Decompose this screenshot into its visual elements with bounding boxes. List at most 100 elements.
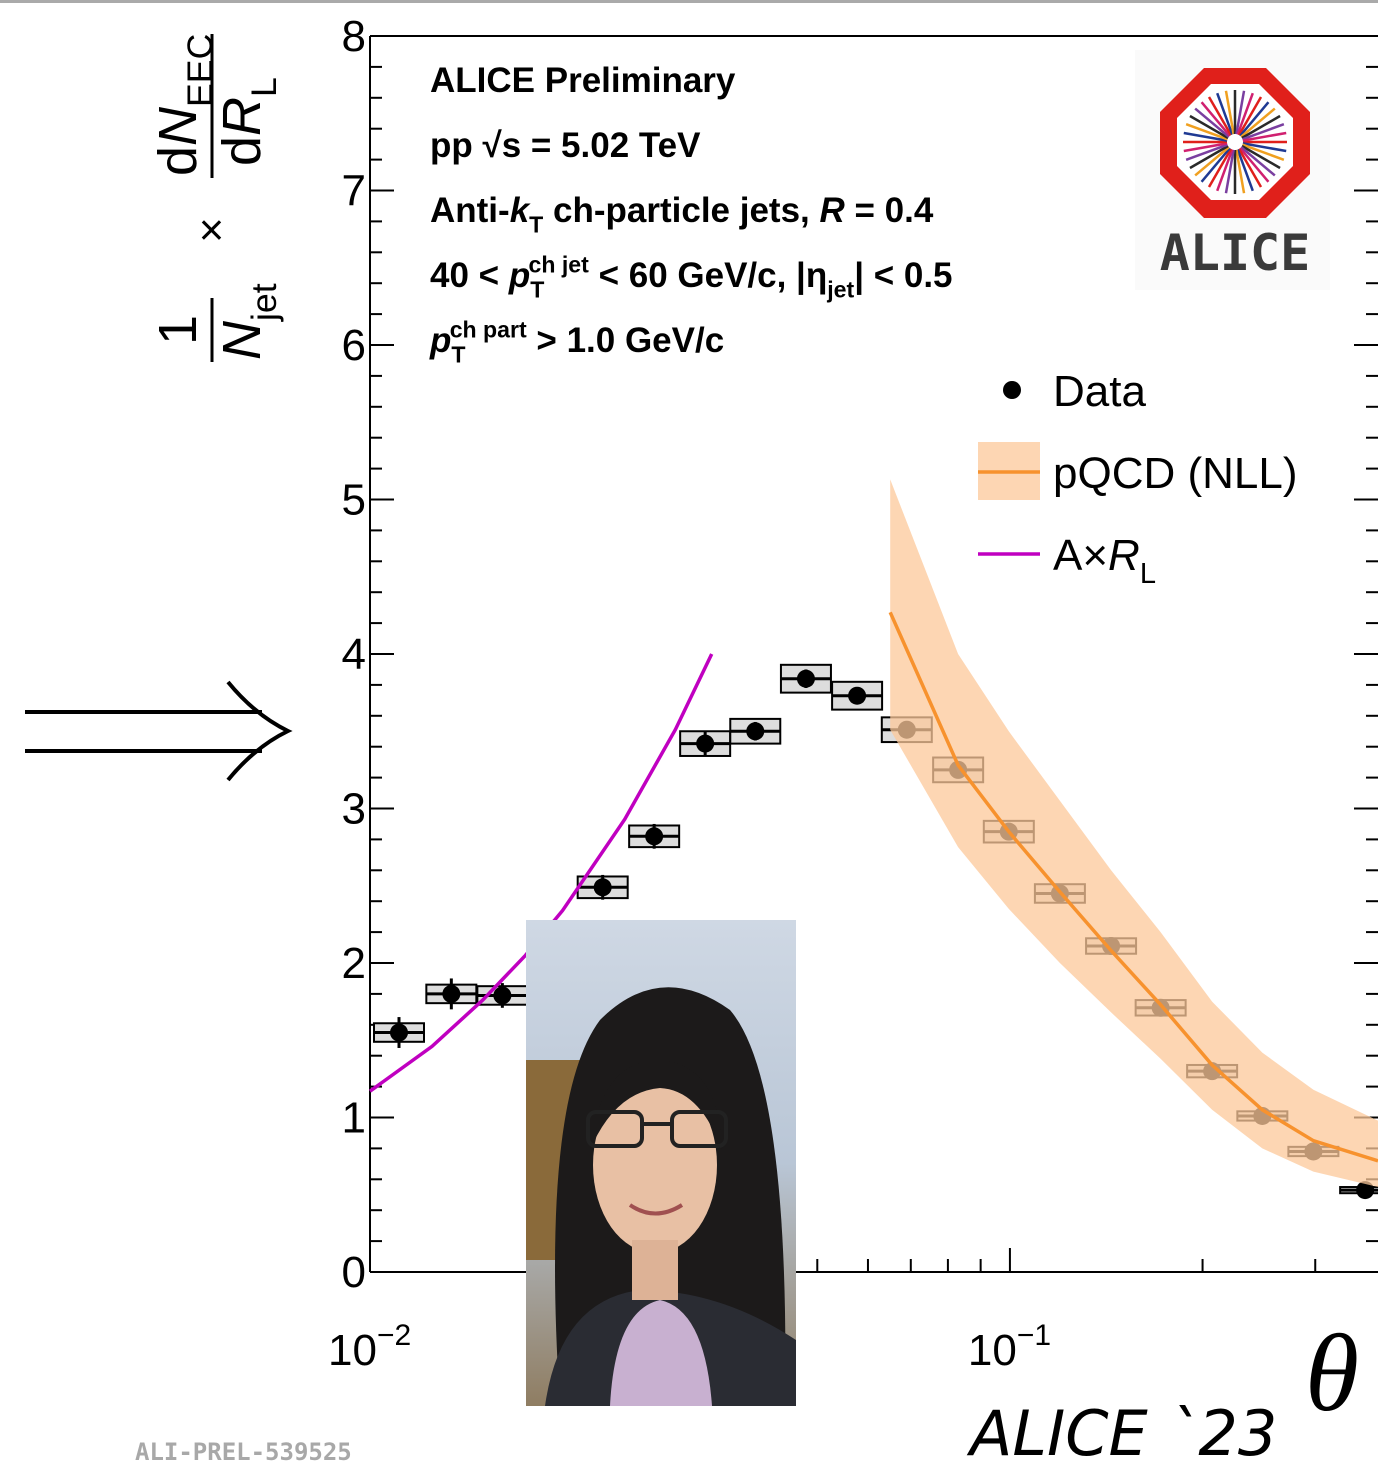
y-tick-label: 6 [342, 321, 366, 370]
top-rule [0, 0, 1378, 3]
data-point [848, 686, 867, 705]
logo-ray [1240, 146, 1276, 177]
data-point [796, 669, 815, 688]
logo-ray [1242, 131, 1287, 142]
logo-ray [1224, 149, 1235, 194]
text-part: R [1108, 531, 1140, 580]
text-part: L [1140, 558, 1156, 590]
logo-ray [1200, 147, 1231, 183]
annotation: pp √s = 5.02 TeV [430, 126, 701, 165]
logo-ray [1240, 107, 1276, 138]
data-point [593, 878, 612, 897]
y-tick-label: 7 [342, 167, 366, 216]
legend-label: Data [1053, 367, 1146, 416]
x-tick-base: 10 [328, 1326, 377, 1375]
annotation: Anti-kT ch-particle jets, R = 0.4 [430, 191, 934, 238]
logo-ray [1241, 114, 1281, 140]
x-axis-label: θ [1305, 1312, 1359, 1434]
annotation: pTch part > 1.0 GeV/c [429, 316, 724, 367]
text-part: jet [244, 283, 284, 322]
y-tick-label: 2 [342, 939, 366, 988]
y-tick-label: 1 [342, 1094, 366, 1143]
logo-ray [1185, 123, 1228, 141]
y-tick-label: 3 [342, 785, 366, 834]
text-part: T [530, 277, 544, 303]
logo-ray [1237, 148, 1263, 188]
annotation: ALICE Preliminary [430, 61, 736, 100]
alice-logo: ALICE [1135, 50, 1330, 290]
text-part: ch part [450, 316, 527, 342]
logo-ray [1189, 144, 1229, 170]
photo-fringe [590, 1060, 722, 1150]
text-part: L [244, 77, 284, 97]
uncertainty-band [890, 479, 1378, 1187]
legend-label: pQCD (NLL) [1053, 449, 1298, 498]
footer-label: ALICE `23 [966, 1397, 1277, 1464]
photo-face [593, 1077, 717, 1253]
text-part: A× [1053, 531, 1108, 580]
logo-ray [1237, 96, 1263, 136]
text-part: jet [826, 277, 854, 303]
text-part: ch-particle jets, [543, 191, 819, 230]
implies-arrow [25, 680, 293, 782]
text-part: > 1.0 GeV/c [527, 321, 725, 360]
text-part: N [212, 320, 272, 360]
data-point [645, 827, 664, 846]
y-tick-label: 0 [342, 1248, 366, 1297]
text-part: p [429, 321, 451, 360]
data-point [442, 984, 461, 1003]
logo-ray [1242, 143, 1285, 161]
logo-ray [1183, 131, 1228, 142]
logo-ray [1185, 143, 1228, 161]
logo-text: ALICE [1160, 224, 1311, 282]
text-part: EEC [180, 34, 220, 107]
text-part: 40 < [430, 256, 509, 295]
logo-ray [1224, 90, 1235, 135]
text-part: R [212, 97, 272, 136]
logo-ray [1207, 148, 1233, 188]
legend-label: A×RL [1053, 531, 1156, 590]
data-point [390, 1023, 409, 1042]
data-point [696, 734, 715, 753]
x-tick-exponent: −1 [1017, 1319, 1051, 1352]
photo-sweater [610, 1300, 712, 1406]
text-part: Anti- [430, 191, 510, 230]
text-part: T [529, 212, 543, 238]
y-tick-label: 8 [342, 12, 366, 61]
curve [888, 611, 1378, 1163]
y-label-part: × [187, 217, 236, 243]
y-tick-label: 4 [342, 630, 366, 679]
y-label-part: dNEEC [148, 34, 220, 176]
y-label-part: Njet [212, 283, 284, 360]
logo-ray [1239, 147, 1270, 183]
figure-id: ALI-PREL-539525 [135, 1438, 352, 1464]
logo-ray [1242, 142, 1287, 153]
logo-ray [1194, 146, 1230, 177]
y-label-part: 1 [148, 315, 208, 345]
legend-marker [1003, 381, 1021, 399]
logo-ray [1183, 142, 1228, 153]
logo-ray [1207, 96, 1233, 136]
text-part: = 0.4 [845, 191, 934, 230]
text-part: pQCD (NLL) [1053, 449, 1298, 498]
y-tick-label: 5 [342, 476, 366, 525]
photo-glasses-left [586, 1110, 644, 1148]
logo-ray [1194, 107, 1230, 138]
text-part: Data [1053, 367, 1146, 416]
logo-ray [1216, 92, 1234, 135]
text-part: p [508, 256, 530, 295]
annotation: 40 < pTch jet < 60 GeV/c, |ηjet| < 0.5 [430, 251, 953, 302]
text-part: < 60 GeV/c, |η [589, 256, 827, 295]
photo-neck [632, 1240, 678, 1300]
text-part: d [148, 146, 208, 176]
text-part: R [820, 191, 846, 230]
text-part: d [212, 136, 272, 166]
text-part: ALICE Preliminary [430, 61, 736, 100]
x-tick-label: 10−1 [968, 1319, 1051, 1375]
portrait-photo [526, 920, 796, 1406]
x-tick-exponent: −2 [377, 1319, 411, 1352]
x-tick-base: 10 [968, 1326, 1017, 1375]
